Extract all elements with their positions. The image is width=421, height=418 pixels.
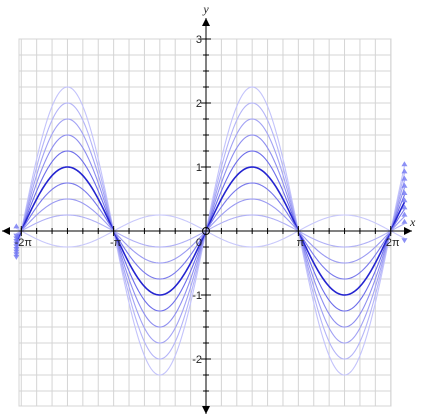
series-group — [13, 86, 408, 376]
x-tick-label: -π — [110, 237, 122, 249]
y-tick-label: -1 — [192, 290, 202, 302]
origin-marker — [202, 227, 210, 235]
series-end-arrow-5 — [401, 197, 408, 203]
x-tick-label: π — [297, 237, 305, 249]
series-end-arrow-1 — [13, 252, 20, 258]
series-end-arrow-4 — [401, 189, 408, 195]
series-end-arrow-5 — [13, 241, 20, 247]
x-tick-label: 2π — [386, 237, 400, 249]
labels: -2π -π π 2π 3 2 1 -1 -2 0 x y — [15, 2, 416, 366]
x-axis-label: x — [409, 215, 416, 229]
plot-frame — [18, 38, 392, 407]
series-end-arrow-9 — [13, 223, 20, 229]
series-end-arrow-6 — [13, 238, 20, 244]
x-axis-arrow-right — [404, 227, 412, 235]
series-end-arrow-2 — [13, 249, 20, 255]
series-end-arrow-4 — [13, 244, 20, 250]
series-end-arrow-0 — [401, 161, 408, 167]
series-line-4 — [15, 150, 405, 312]
series-line-6 — [15, 182, 405, 280]
y-axis-label: y — [202, 2, 209, 16]
series-end-arrow-3 — [13, 246, 20, 252]
origin-label: 0 — [196, 237, 202, 249]
y-axis-arrow-down — [202, 406, 210, 414]
x-axis-arrow-left — [2, 227, 10, 235]
series-line-1 — [15, 102, 405, 360]
series-end-arrow-8 — [13, 233, 20, 239]
y-tick-label: 2 — [196, 98, 202, 110]
axes — [2, 18, 412, 414]
series-end-arrow-2 — [401, 175, 408, 181]
series-line-3 — [15, 134, 405, 328]
x-tick-label: -2π — [15, 237, 33, 249]
series-end-arrow-0 — [13, 254, 20, 260]
series-end-arrow-8 — [401, 218, 408, 224]
y-tick-label: -2 — [192, 354, 202, 366]
y-tick-label: 3 — [196, 34, 202, 46]
y-tick-label: 1 — [196, 162, 202, 174]
series-end-arrow-3 — [401, 182, 408, 188]
grid — [18, 38, 392, 407]
series-end-arrow-6 — [401, 204, 408, 210]
series-end-arrow-9 — [401, 238, 408, 244]
series-line-7 — [15, 198, 405, 264]
series-line-2 — [15, 118, 405, 344]
series-end-arrow-1 — [401, 168, 408, 174]
y-axis-arrow-up — [202, 18, 210, 26]
series-line-5 — [15, 166, 406, 296]
series-end-arrow-7 — [401, 211, 408, 217]
series-line-9 — [16, 214, 405, 248]
series-end-arrow-7 — [13, 236, 20, 242]
series-line-8 — [16, 214, 405, 248]
